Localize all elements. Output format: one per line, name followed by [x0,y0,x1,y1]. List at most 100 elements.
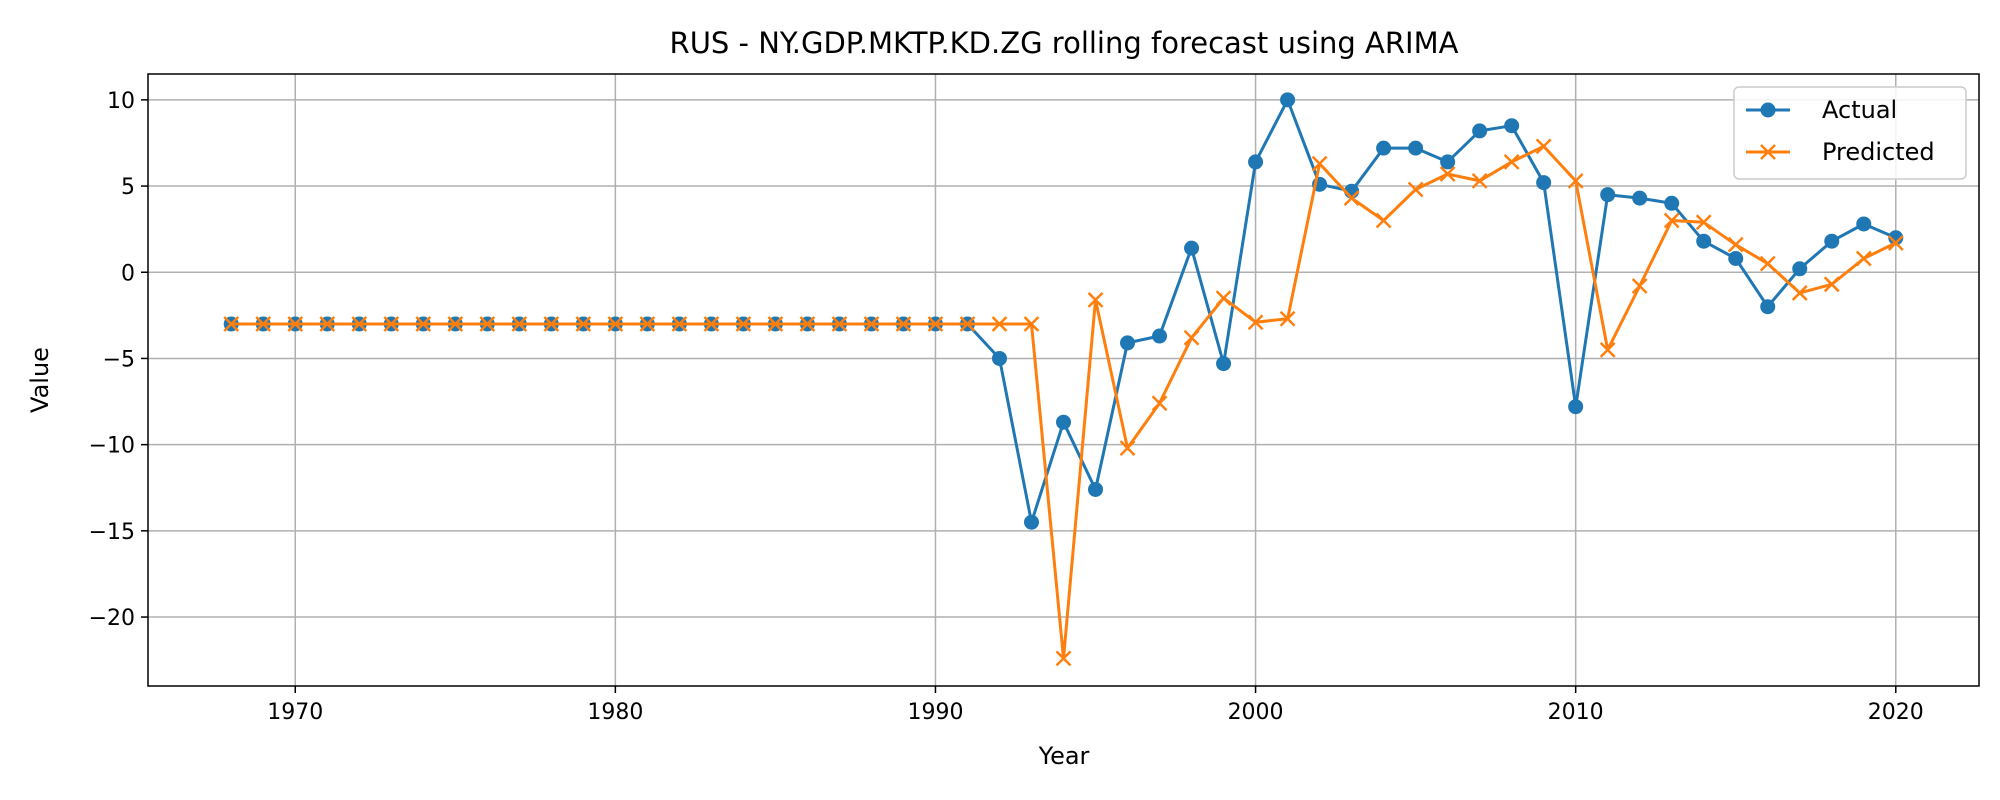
data-point [1631,278,1648,294]
y-tick-label: 5 [121,175,135,200]
data-point [543,316,560,332]
data-point [1600,187,1616,203]
legend-item: Actual [1746,96,1897,124]
x-tick-label: 1990 [907,700,963,725]
data-point [1760,144,1776,160]
data-point [1695,214,1712,231]
y-axis-title: Value [26,347,54,413]
data-point [1728,250,1744,266]
data-point [1151,395,1168,412]
data-point [1215,290,1232,306]
data-point [1248,154,1264,170]
data-point [1696,233,1712,249]
data-point [1471,173,1488,189]
data-point [1376,140,1392,156]
data-point [1727,236,1744,253]
data-point [1056,414,1071,430]
x-tick-label: 2020 [1868,700,1924,725]
data-point [1152,328,1168,344]
series-predicted [223,138,1904,667]
data-point [255,316,272,332]
data-point [1440,154,1456,170]
data-point [1759,255,1776,272]
x-tick-label: 2000 [1228,700,1284,725]
data-point [1791,285,1808,301]
data-point [1023,316,1040,332]
data-point [1247,314,1264,331]
data-point [1023,514,1039,530]
data-point [735,316,752,332]
data-point [1407,181,1424,198]
data-point [575,316,592,332]
data-point [511,316,528,332]
data-point [1632,190,1648,206]
data-point [1760,102,1776,118]
data-point [1503,154,1520,170]
x-tick-label: 1980 [587,700,643,725]
data-point [1280,92,1296,108]
data-point [1567,173,1584,189]
data-point [415,316,432,332]
data-point [1824,233,1840,249]
data-point [1216,356,1232,372]
data-point [639,316,656,332]
data-point [607,316,624,332]
legend-item: Predicted [1746,138,1935,166]
y-tick-label: 10 [107,89,135,114]
series-actual [223,92,1904,530]
data-point [1088,481,1104,497]
data-point [351,316,368,332]
data-point [383,316,400,332]
data-point [1087,291,1104,308]
data-point [1119,440,1136,456]
data-point [1888,230,1904,246]
data-point [1183,329,1200,346]
legend-label: Predicted [1822,138,1935,166]
y-tick-label: −10 [89,434,135,459]
data-point [287,316,304,332]
data-point [319,316,336,332]
x-axis-ticks: 1970 1980 1990 2000 2010 2020 [267,686,1924,725]
series-line-predicted [231,144,1897,660]
legend-box [1733,86,1967,180]
data-point [223,316,240,332]
data-point [1343,190,1360,207]
data-point [959,316,976,332]
data-point [1504,118,1520,134]
y-axis-ticks: 10 5 0 −5 −10 −15 −20 [89,89,148,631]
y-tick-label: −15 [89,520,135,545]
data-point [703,316,720,332]
legend: Actual Predicted [1733,86,1967,180]
data-point [991,316,1008,332]
data-point [767,316,784,332]
data-point [1120,335,1136,351]
data-point [1792,261,1808,277]
data-point [863,316,880,332]
x-tick-label: 2010 [1548,700,1604,725]
data-point [1439,166,1456,182]
data-point [1855,250,1872,267]
x-axis-title: Year [1038,742,1090,770]
data-point [895,316,912,332]
data-point [1535,138,1552,155]
chart-title: RUS - NY.GDP.MKTP.KD.ZG rolling forecast… [670,26,1459,60]
data-point [831,316,848,332]
data-point [1760,299,1776,315]
data-point [1375,212,1392,229]
data-point [1599,341,1616,358]
data-point [1856,216,1872,232]
data-point [1184,240,1200,256]
data-point [479,316,496,332]
data-point [1311,155,1328,172]
data-point [671,316,688,332]
data-point [1887,235,1904,251]
y-tick-label: −20 [89,606,135,631]
data-point [1664,195,1680,211]
data-point [1055,650,1072,667]
y-tick-label: −5 [103,347,135,372]
legend-label: Actual [1822,96,1897,124]
data-point [1472,123,1488,139]
x-tick-label: 1970 [267,700,323,725]
